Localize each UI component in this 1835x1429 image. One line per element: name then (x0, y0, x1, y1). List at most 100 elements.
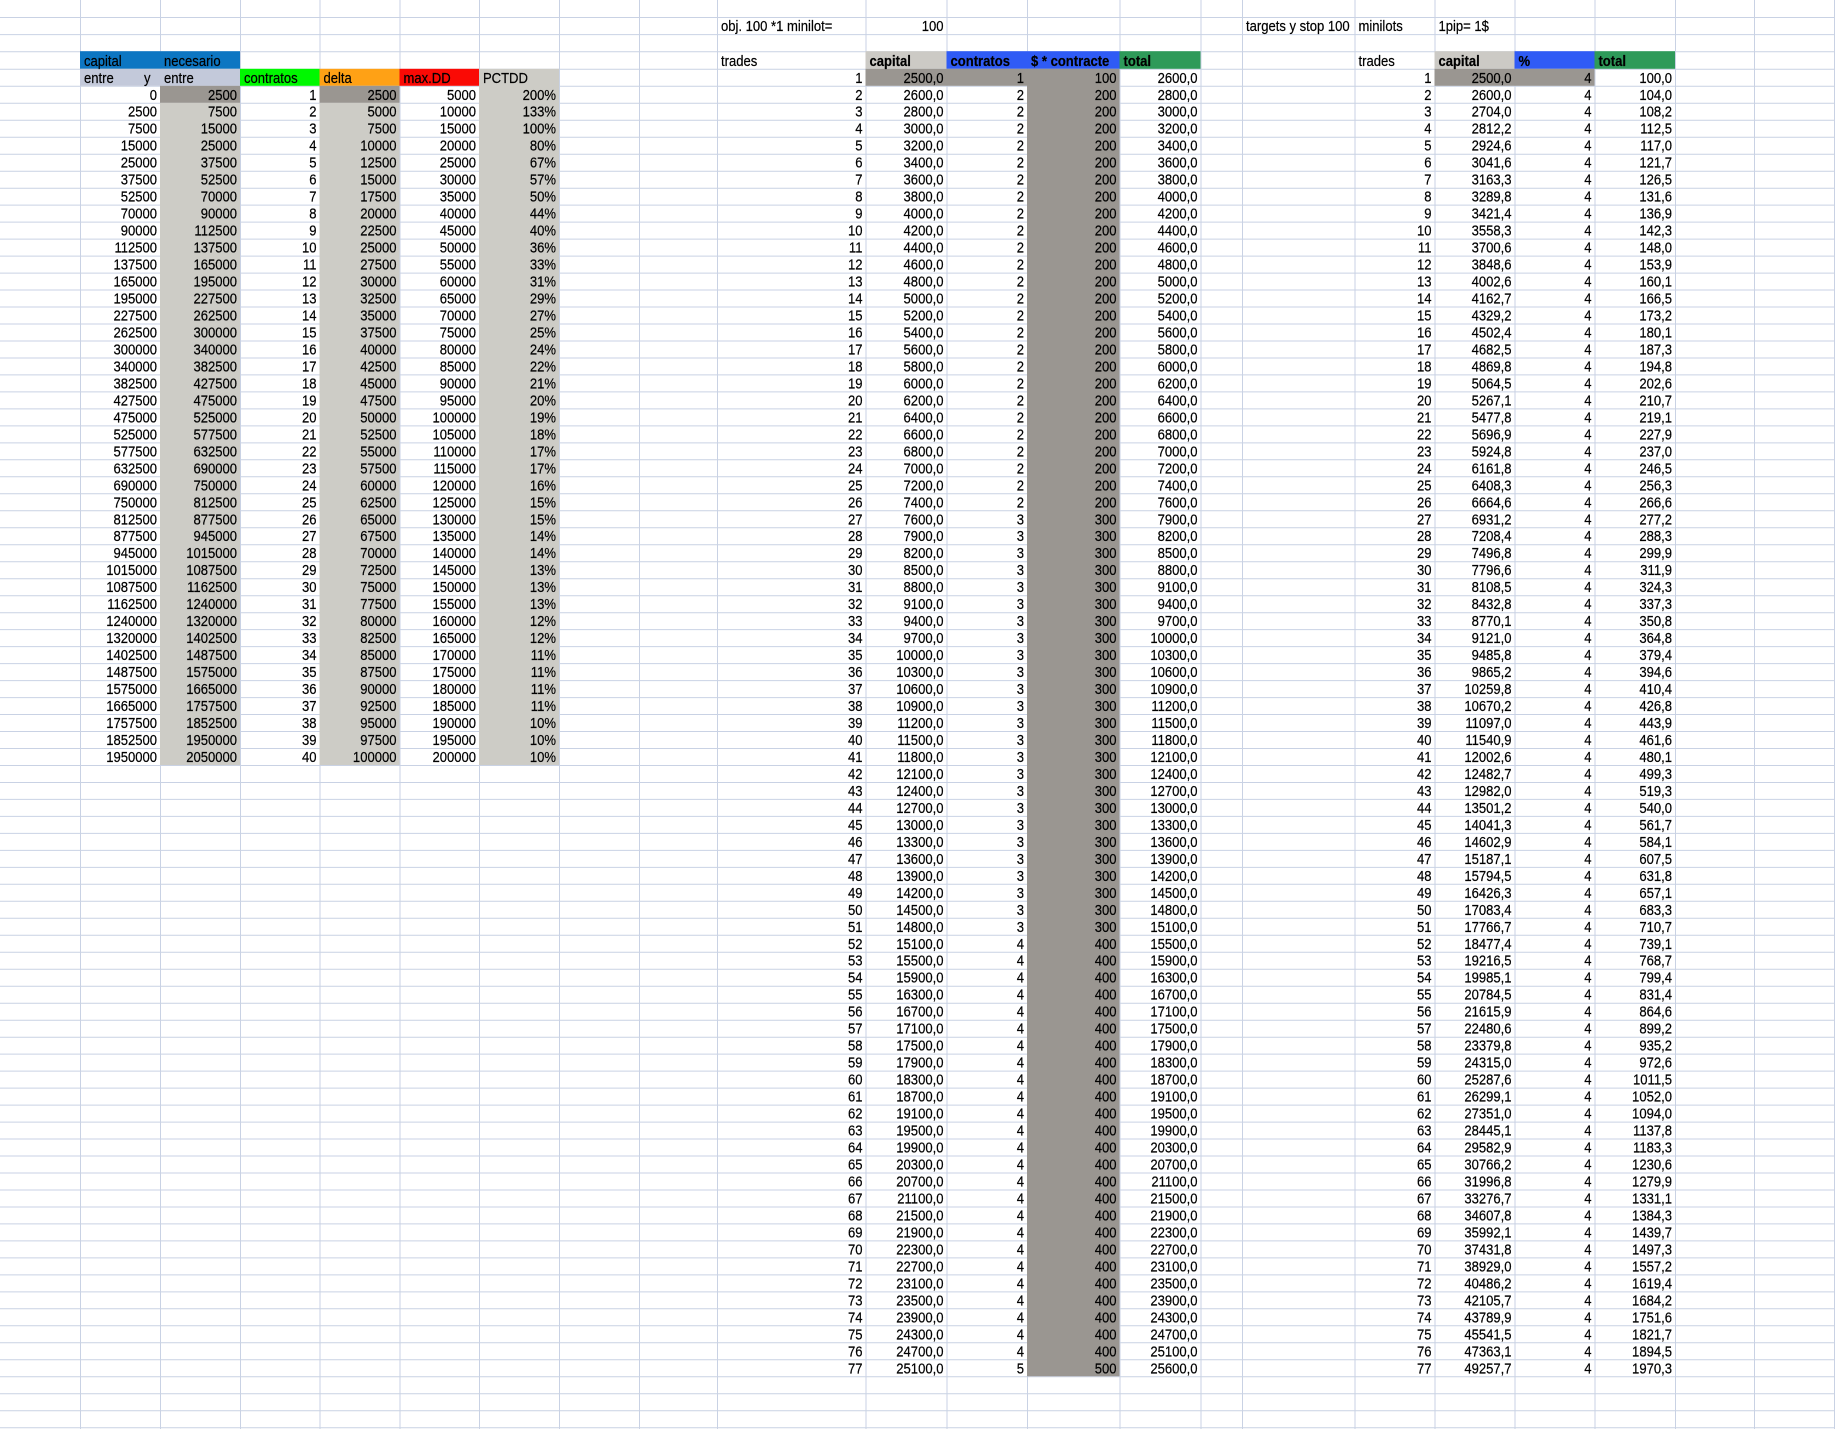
svg-text:382500: 382500 (193, 358, 237, 375)
svg-text:5800,0: 5800,0 (904, 358, 944, 375)
svg-text:9: 9 (855, 205, 862, 222)
svg-text:69: 69 (1417, 1224, 1432, 1241)
svg-text:65000: 65000 (360, 510, 396, 527)
svg-text:710,7: 710,7 (1639, 918, 1672, 935)
svg-text:4: 4 (1584, 833, 1591, 850)
svg-text:7500: 7500 (128, 120, 157, 137)
svg-text:49: 49 (1417, 884, 1432, 901)
svg-text:17: 17 (848, 341, 863, 358)
svg-text:945000: 945000 (193, 527, 237, 544)
svg-text:9121,0: 9121,0 (1472, 629, 1512, 646)
svg-text:9700,0: 9700,0 (1158, 612, 1198, 629)
svg-text:4: 4 (1584, 1258, 1591, 1275)
svg-text:200: 200 (1095, 205, 1117, 222)
svg-text:3: 3 (1017, 816, 1024, 833)
svg-text:29%: 29% (530, 290, 556, 307)
svg-text:3800,0: 3800,0 (1158, 171, 1198, 188)
svg-text:21900,0: 21900,0 (1150, 1207, 1197, 1224)
svg-text:1665000: 1665000 (186, 680, 237, 697)
svg-text:100000: 100000 (353, 748, 397, 765)
svg-text:37500: 37500 (121, 171, 157, 188)
svg-text:25%: 25% (530, 324, 556, 341)
svg-text:62500: 62500 (360, 493, 396, 510)
svg-text:47500: 47500 (360, 392, 396, 409)
svg-text:5200,0: 5200,0 (1158, 290, 1198, 307)
svg-text:200: 200 (1095, 307, 1117, 324)
svg-text:55: 55 (1417, 986, 1432, 1003)
svg-text:400: 400 (1095, 952, 1117, 969)
svg-text:95000: 95000 (360, 714, 396, 731)
svg-text:11: 11 (1418, 239, 1432, 256)
svg-text:3: 3 (1017, 629, 1024, 646)
svg-text:33276,7: 33276,7 (1464, 1190, 1511, 1207)
svg-text:70000: 70000 (360, 544, 396, 561)
svg-text:864,6: 864,6 (1639, 1003, 1672, 1020)
svg-text:5477,8: 5477,8 (1472, 409, 1512, 426)
svg-text:5267,1: 5267,1 (1472, 392, 1512, 409)
svg-text:3800,0: 3800,0 (904, 188, 944, 205)
svg-text:75: 75 (1417, 1325, 1432, 1342)
svg-text:33: 33 (1417, 612, 1432, 629)
svg-text:2: 2 (1017, 375, 1024, 392)
svg-text:1950000: 1950000 (106, 748, 157, 765)
svg-text:200: 200 (1095, 459, 1117, 476)
svg-text:525000: 525000 (114, 426, 158, 443)
svg-text:2050000: 2050000 (186, 748, 237, 765)
svg-text:52: 52 (848, 935, 863, 952)
svg-text:50%: 50% (530, 188, 556, 205)
svg-text:37: 37 (302, 697, 317, 714)
svg-text:30: 30 (302, 578, 317, 595)
svg-text:4: 4 (1584, 765, 1591, 782)
svg-text:7600,0: 7600,0 (904, 510, 944, 527)
svg-text:52500: 52500 (121, 188, 157, 205)
svg-text:4: 4 (1017, 1088, 1024, 1105)
svg-text:5000,0: 5000,0 (904, 290, 944, 307)
svg-text:3: 3 (1017, 697, 1024, 714)
svg-text:15900,0: 15900,0 (1150, 952, 1197, 969)
svg-text:62: 62 (848, 1105, 863, 1122)
svg-text:1557,2: 1557,2 (1632, 1258, 1672, 1275)
svg-text:entre: entre (84, 69, 114, 86)
svg-text:3: 3 (1017, 799, 1024, 816)
svg-text:4: 4 (1584, 1291, 1591, 1308)
svg-text:18300,0: 18300,0 (896, 1071, 943, 1088)
svg-text:112500: 112500 (114, 239, 157, 256)
svg-text:300: 300 (1095, 765, 1117, 782)
svg-text:4: 4 (1584, 1190, 1591, 1207)
svg-text:8500,0: 8500,0 (1158, 544, 1198, 561)
svg-text:16426,3: 16426,3 (1464, 884, 1511, 901)
svg-text:200: 200 (1095, 358, 1117, 375)
svg-text:461,6: 461,6 (1639, 731, 1672, 748)
svg-text:2: 2 (1017, 459, 1024, 476)
svg-text:70000: 70000 (440, 307, 476, 324)
svg-text:340000: 340000 (193, 341, 237, 358)
svg-text:1439,7: 1439,7 (1632, 1224, 1672, 1241)
svg-text:499,3: 499,3 (1639, 765, 1672, 782)
svg-text:76: 76 (848, 1342, 863, 1359)
svg-text:0: 0 (150, 86, 157, 103)
svg-text:140000: 140000 (432, 544, 476, 561)
svg-text:77: 77 (1417, 1359, 1432, 1376)
svg-text:54: 54 (848, 969, 863, 986)
svg-text:65000: 65000 (440, 290, 476, 307)
svg-text:trades: trades (721, 52, 757, 69)
svg-text:9100,0: 9100,0 (904, 595, 944, 612)
svg-text:120000: 120000 (432, 476, 476, 493)
svg-text:426,8: 426,8 (1639, 697, 1672, 714)
svg-text:148,0: 148,0 (1639, 239, 1672, 256)
svg-text:6200,0: 6200,0 (904, 392, 944, 409)
svg-text:4: 4 (1584, 442, 1591, 459)
svg-text:443,9: 443,9 (1639, 714, 1672, 731)
svg-text:200: 200 (1095, 493, 1117, 510)
svg-text:137500: 137500 (193, 239, 237, 256)
svg-text:2600,0: 2600,0 (1472, 86, 1512, 103)
svg-text:delta: delta (323, 69, 351, 86)
svg-text:57500: 57500 (360, 459, 396, 476)
svg-text:4: 4 (1017, 1173, 1024, 1190)
svg-text:14602,9: 14602,9 (1464, 833, 1511, 850)
svg-text:3041,6: 3041,6 (1472, 154, 1512, 171)
svg-text:3200,0: 3200,0 (904, 137, 944, 154)
svg-text:37500: 37500 (201, 154, 237, 171)
svg-text:90000: 90000 (360, 680, 396, 697)
svg-text:2: 2 (1017, 493, 1024, 510)
